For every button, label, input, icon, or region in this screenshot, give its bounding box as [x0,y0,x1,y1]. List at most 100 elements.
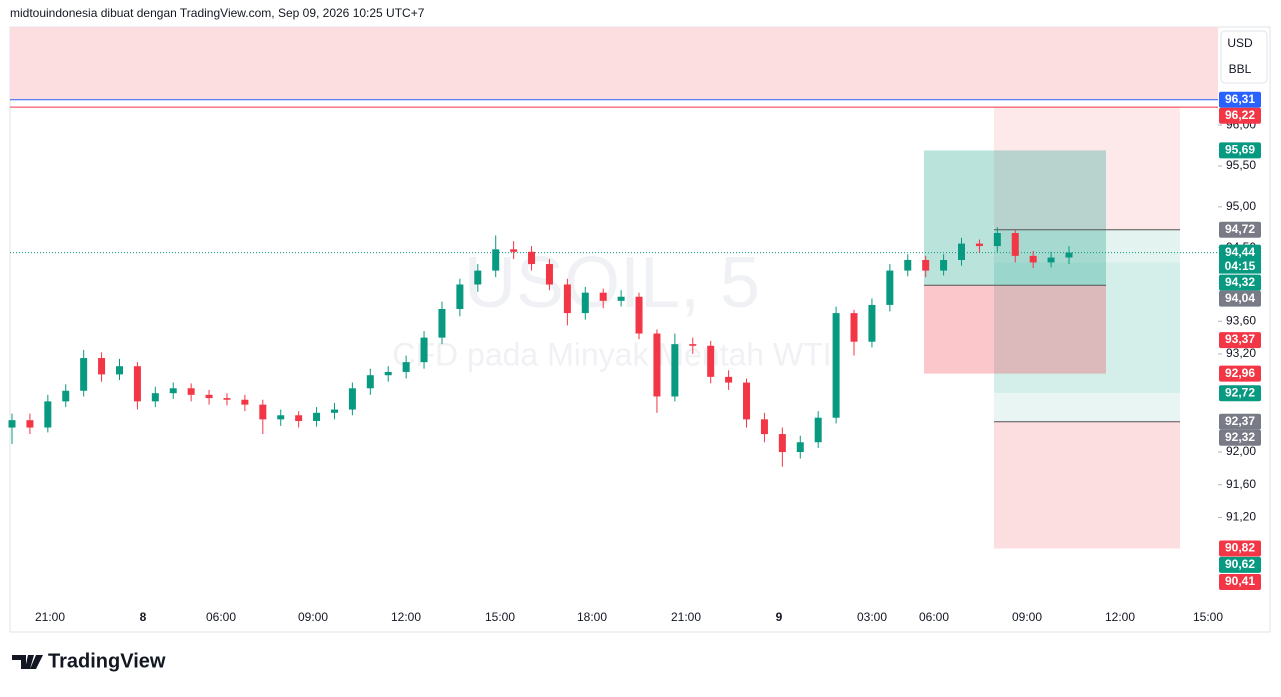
candle-body [868,304,876,342]
candle-body [689,344,697,346]
price-label: 94,72 [1225,222,1255,236]
candle-body [259,404,267,420]
price-label-box [1219,91,1261,108]
x-tick-label: 9 [776,610,783,624]
price-label: 90,62 [1225,557,1255,571]
price-label-box [1219,413,1261,430]
price-label-box [1219,332,1261,349]
price-label-box [1219,365,1261,382]
candle-body [456,284,464,310]
candle-body [438,309,446,338]
y-tick-label: 95,50 [1226,158,1256,172]
candle-body [814,417,822,443]
price-label: 95,69 [1225,143,1255,157]
candle-body [528,251,536,265]
zone [994,107,1180,230]
x-tick-label: 15:00 [1193,610,1223,624]
x-tick-label: 18:00 [577,610,607,624]
candle-body [940,259,948,271]
candle-body [886,270,894,305]
price-label-box [1219,142,1261,159]
candle-body [563,284,571,314]
candle-body [760,419,768,435]
zone [994,262,1180,394]
candle-body [366,375,374,389]
price-label-box [1219,274,1261,291]
price-label: 90,41 [1225,574,1255,588]
candle-body [8,420,16,428]
x-tick-label: 03:00 [857,610,887,624]
candle-body [223,398,231,400]
price-label: 94,44 [1225,245,1255,259]
x-tick-label: 09:00 [1012,610,1042,624]
candle-body [187,388,195,395]
candle-body [313,412,321,421]
candle-body [1011,232,1019,256]
candle-body [958,243,966,260]
candle-body [850,313,858,342]
candle-body [510,249,518,252]
candle-body [599,292,607,301]
x-tick-label: 06:00 [919,610,949,624]
candle-body [975,243,983,247]
candle-body [743,382,751,420]
candle-body [707,345,715,377]
unit-box[interactable] [1220,30,1268,84]
price-label: 96,22 [1225,108,1255,122]
price-label-box [1219,221,1261,238]
candle-body [133,366,141,402]
unit[interactable]: BBL [1229,62,1252,76]
watermark-name: CFD pada Minyak Mentah WTI [392,336,831,372]
candle-body [402,362,410,372]
countdown-box [1219,259,1261,274]
candle-body [617,296,625,301]
candle-body [330,409,338,413]
zone [994,229,1180,263]
candle-body [205,394,213,399]
x-tick-label: 21:00 [671,610,701,624]
price-label-box [1219,574,1261,591]
candle-body [671,344,679,397]
zone [994,421,1180,549]
price-label-box [1219,556,1261,573]
candle-body [1065,252,1073,258]
candle-body [922,259,930,271]
price-label: 92,37 [1225,414,1255,428]
price-label: 92,72 [1225,385,1255,399]
zone [924,285,1106,374]
price-label-box [1219,107,1261,124]
price-label: 93,37 [1225,332,1255,346]
x-tick-label: 15:00 [485,610,515,624]
candle-body [384,371,392,376]
candle-body [26,420,34,428]
candle-body [295,415,303,421]
header: midtouindonesia dibuat dengan TradingVie… [10,6,425,20]
price-label: 90,82 [1225,541,1255,555]
candle-body [492,249,500,271]
candle-body [653,333,661,397]
candle-body [474,270,482,285]
candle-body [778,434,786,453]
y-tick-label: 93,20 [1226,346,1256,360]
price-label-box [1219,244,1261,261]
x-tick-label: 06:00 [206,610,236,624]
brand-logo [12,655,43,669]
candle-body [581,292,589,314]
currency[interactable]: USD [1227,36,1253,50]
x-tick-label: 12:00 [1105,610,1135,624]
candle-body [1047,257,1055,263]
y-tick-label: 91,20 [1226,510,1256,524]
watermark-symbol: USOIL, 5 [464,243,760,323]
candle-body [151,393,159,402]
price-label-box [1219,385,1261,402]
candle-body [420,337,428,363]
candle-body [115,366,123,375]
candle-body [725,376,733,383]
candle-body [44,401,52,428]
y-tick-label: 93,60 [1226,313,1256,327]
candle-body [169,388,177,394]
candle-body [545,264,553,285]
y-tick-label: 95,00 [1226,199,1256,213]
candle-body [62,390,70,402]
